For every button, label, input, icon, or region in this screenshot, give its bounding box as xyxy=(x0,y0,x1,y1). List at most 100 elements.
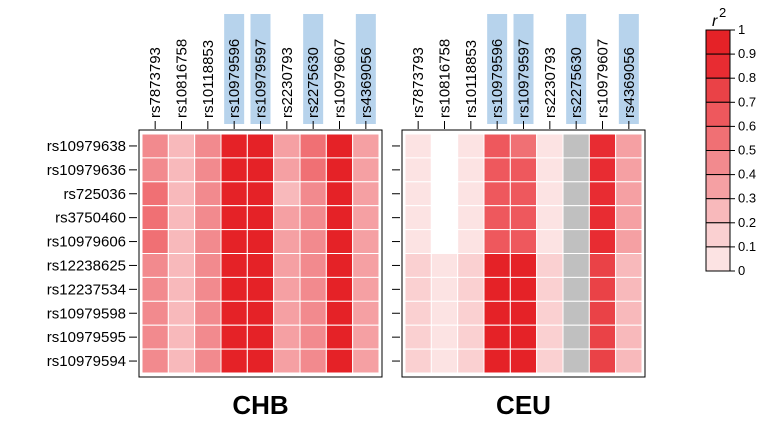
heatmap-cell xyxy=(220,157,248,183)
heatmap-cell xyxy=(220,205,248,231)
heatmap-cell xyxy=(299,157,327,183)
column-label: rs10816758 xyxy=(174,39,191,118)
heatmap-cell xyxy=(430,253,459,278)
heatmap-cell xyxy=(536,324,564,350)
heatmap-cell xyxy=(299,276,327,302)
heatmap-cell xyxy=(352,133,380,159)
heatmap-cell xyxy=(299,324,327,350)
heatmap-cell xyxy=(273,253,301,278)
heatmap-cell xyxy=(483,181,511,207)
heatmap-cell xyxy=(404,205,432,231)
heatmap-cell xyxy=(404,157,432,183)
heatmap-cell xyxy=(562,157,590,183)
heatmap-cell xyxy=(246,133,275,159)
heatmap-cell xyxy=(536,348,564,374)
heatmap-cell xyxy=(509,300,538,326)
heatmap-cell xyxy=(141,348,169,374)
heatmap-cell xyxy=(141,157,169,183)
heatmap-cell xyxy=(273,133,301,159)
heatmap-cell xyxy=(404,133,432,159)
heatmap-cell xyxy=(273,348,301,374)
heatmap-cell xyxy=(246,276,275,302)
heatmap-cell xyxy=(483,157,511,183)
heatmap-cell xyxy=(536,181,564,207)
column-label: rs2275630 xyxy=(305,47,322,118)
heatmap-cell xyxy=(562,276,590,302)
panel-border xyxy=(401,129,646,378)
heatmap-cell xyxy=(430,157,459,183)
heatmap-cell xyxy=(220,324,248,350)
heatmap-cell xyxy=(167,181,196,207)
heatmap-cell xyxy=(483,205,511,231)
heatmap-cell xyxy=(483,133,511,159)
column-highlight xyxy=(303,14,324,124)
panel-chb: rs7873793 rs10816758 rs10118853 rs10979596 r… xyxy=(47,14,383,420)
heatmap-cell xyxy=(562,324,590,350)
column-highlight xyxy=(566,14,587,124)
heatmap-cell xyxy=(483,300,511,326)
heatmap-cell xyxy=(273,324,301,350)
heatmap-cell xyxy=(299,133,327,159)
heatmap-cell xyxy=(325,300,354,326)
heatmap-cell xyxy=(352,253,380,278)
heatmap-cell xyxy=(194,157,222,183)
heatmap-cell xyxy=(483,348,511,374)
panel-border xyxy=(138,129,383,378)
legend-tick-label: 1 xyxy=(738,22,745,37)
row-label: rs12238625 xyxy=(47,257,126,274)
heatmap-cell xyxy=(430,324,459,350)
column-label: rs10979607 xyxy=(332,39,349,118)
heatmap-cell xyxy=(615,253,643,278)
legend-tick-label: 0.2 xyxy=(738,215,756,230)
heatmap-cell xyxy=(273,157,301,183)
heatmap-cell xyxy=(588,348,617,374)
heatmap-cell xyxy=(194,300,222,326)
heatmap-cell xyxy=(246,253,275,278)
legend-swatch xyxy=(705,222,731,248)
heatmap-cell xyxy=(588,253,617,278)
heatmap-cell xyxy=(457,324,485,350)
legend-swatch xyxy=(705,246,731,272)
heatmap-cell xyxy=(141,276,169,302)
heatmap-cell xyxy=(483,324,511,350)
heatmap-cell xyxy=(325,253,354,278)
heatmap-cell xyxy=(352,229,380,255)
heatmap-cell xyxy=(194,276,222,302)
heatmap-cell xyxy=(299,300,327,326)
heatmap-cell xyxy=(167,324,196,350)
heatmap-cell xyxy=(325,276,354,302)
heatmap-cell xyxy=(457,253,485,278)
legend-tick-label: 0.4 xyxy=(738,167,756,182)
color-legend: 0 0.1 0.2 0.3 0.4 0.5 0.6 0.7 0.8 0.9 1 r2 xyxy=(705,5,756,278)
legend-title-superscript: 2 xyxy=(719,5,726,20)
column-label: rs10979596 xyxy=(489,39,506,118)
heatmap-cell xyxy=(457,181,485,207)
heatmap-cell xyxy=(509,181,538,207)
heatmap-cell xyxy=(325,229,354,255)
heatmap-cell xyxy=(352,157,380,183)
heatmap-cell xyxy=(352,276,380,302)
column-label: rs10979597 xyxy=(253,39,270,118)
row-label: rs10979598 xyxy=(47,305,126,322)
heatmap-cell xyxy=(404,300,432,326)
heatmap-cell xyxy=(194,133,222,159)
heatmap-cell xyxy=(220,229,248,255)
heatmap-cell xyxy=(404,348,432,374)
heatmap-cell xyxy=(430,276,459,302)
heatmap-cell xyxy=(352,205,380,231)
legend-tick-label: 0.1 xyxy=(738,239,756,254)
heatmap-cell xyxy=(536,157,564,183)
heatmap-cell xyxy=(588,276,617,302)
heatmap-cell xyxy=(509,324,538,350)
row-label: rs10979606 xyxy=(47,234,126,251)
heatmap-cell xyxy=(615,324,643,350)
heatmap-cell xyxy=(562,348,590,374)
legend-swatch xyxy=(705,150,731,176)
heatmap-cell xyxy=(562,205,590,231)
heatmap-cell xyxy=(167,253,196,278)
heatmap-cell xyxy=(325,157,354,183)
heatmap-cell xyxy=(457,205,485,231)
heatmap-cell xyxy=(273,205,301,231)
heatmap-cell xyxy=(325,205,354,231)
